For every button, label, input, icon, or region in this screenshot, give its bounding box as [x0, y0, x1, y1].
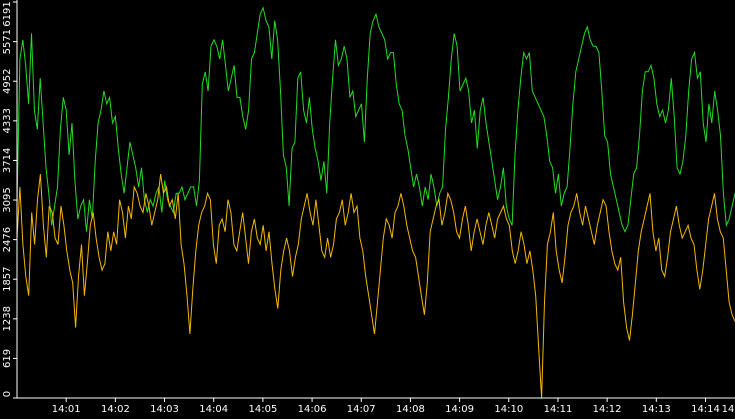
- y-tick-label: 5571: [2, 29, 13, 54]
- y-tick-label: 4952: [2, 69, 13, 94]
- x-axis-ticks: 14:01 14:02 14:03 14:04 14:05 14:06 14:07 14:08…: [52, 398, 735, 415]
- x-tick-label: 14:14: [691, 404, 720, 415]
- y-tick-label: 2476: [2, 227, 13, 252]
- series-line-2: [16, 174, 735, 399]
- x-tick-label: 14:03: [150, 404, 179, 415]
- x-tick-label: 14:11: [544, 404, 573, 415]
- x-tick-label: 14:05: [248, 404, 277, 415]
- y-axis-ticks: 0 619 1238 1857 2476 3095 3714 4333 4952 5571 6191: [2, 1, 17, 399]
- x-tick-label: 14:04: [199, 404, 228, 415]
- y-tick-label: 3714: [2, 148, 13, 173]
- y-tick-label: 1857: [2, 266, 13, 291]
- y-tick-label: 3095: [2, 187, 13, 212]
- x-tick-label: 14:12: [593, 404, 622, 415]
- y-tick-label: 1238: [2, 306, 13, 331]
- x-tick-label: 14:02: [101, 404, 130, 415]
- x-tick-label: 14: [722, 404, 735, 415]
- x-tick-label: 14:01: [52, 404, 81, 415]
- y-tick-label: 619: [2, 349, 13, 368]
- series-line-1: [16, 6, 735, 233]
- x-tick-label: 14:09: [445, 404, 474, 415]
- x-tick-label: 14:07: [347, 404, 376, 415]
- x-tick-label: 14:13: [642, 404, 671, 415]
- y-tick-label: 0: [2, 391, 13, 397]
- x-tick-label: 14:06: [298, 404, 327, 415]
- y-tick-label: 4333: [2, 108, 13, 133]
- x-tick-label: 14:10: [494, 404, 523, 415]
- plot-series: [16, 6, 735, 399]
- x-tick-label: 14:08: [396, 404, 425, 415]
- y-tick-label: 6191: [2, 1, 13, 26]
